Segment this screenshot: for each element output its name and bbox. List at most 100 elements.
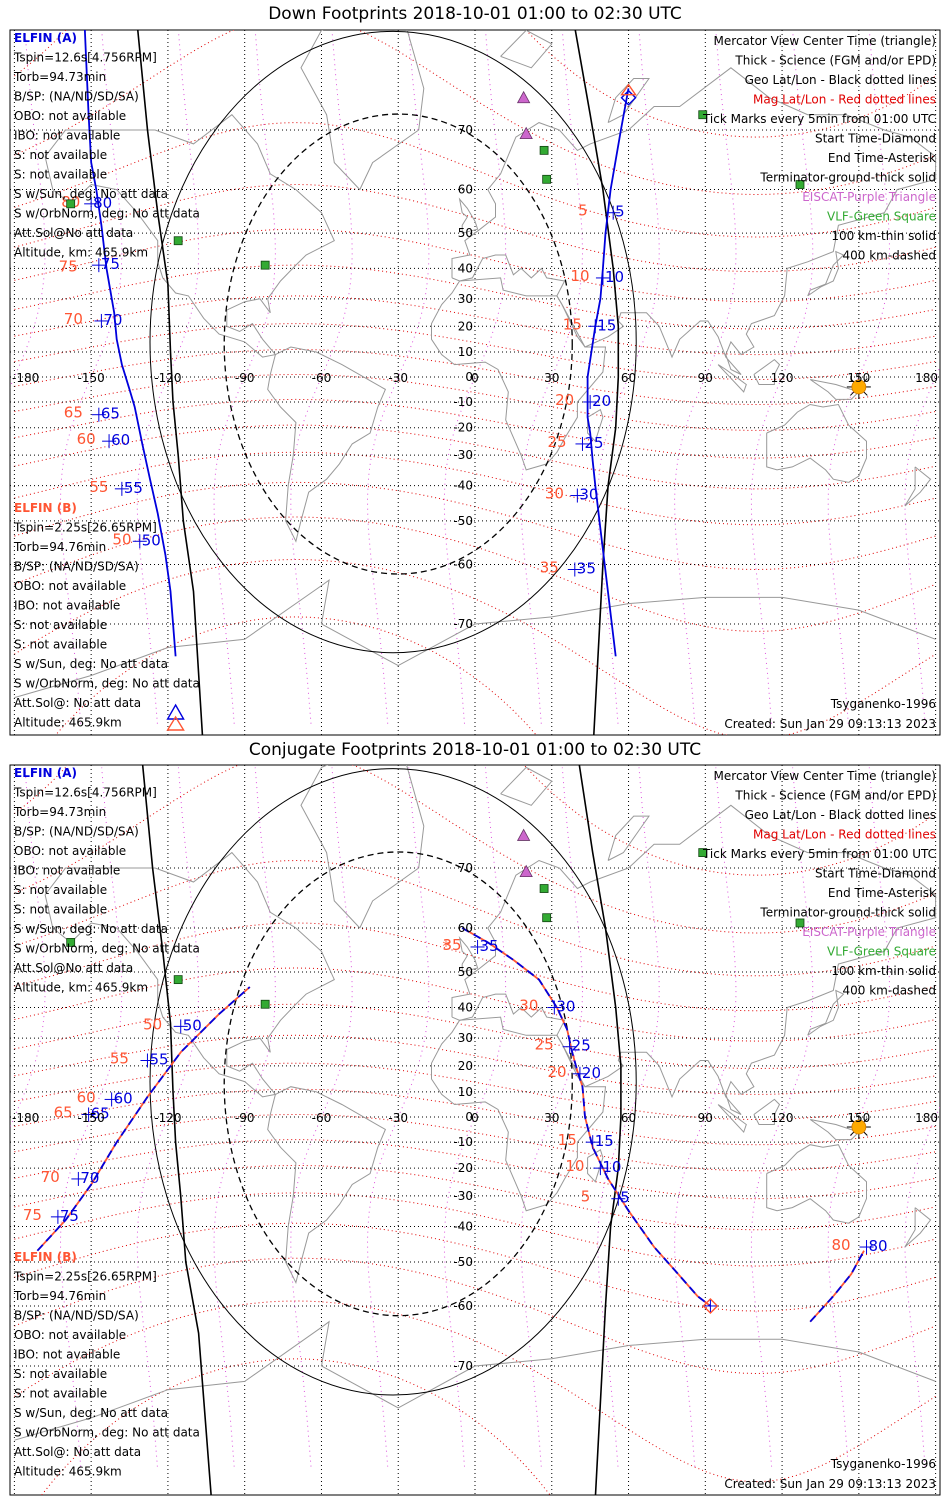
coastline	[753, 1098, 781, 1125]
lat-tick-label: 50	[458, 226, 473, 240]
elfin-b-info-line: Altitude: 465.9km	[14, 716, 122, 730]
lon-tick-label: -60	[312, 371, 332, 385]
vlf-square-icon	[795, 918, 805, 928]
mag-lon-line	[213, 30, 276, 724]
elfin-b-info-line: S: not available	[14, 1367, 107, 1381]
lat-tick-label: -70	[453, 1359, 473, 1373]
elfin-a-tick-label: 60	[111, 431, 130, 449]
vlf-square-icon	[542, 913, 552, 923]
sun-icon	[851, 1119, 867, 1135]
coastline	[607, 78, 650, 124]
lat-tick-label: 10	[458, 1085, 473, 1099]
elfin-b-info-line: B/SP: (NA/ND/SD/SA)	[14, 560, 139, 574]
lon-tick-label: 60	[621, 1111, 636, 1125]
range-100km-line	[149, 768, 637, 1396]
lat-tick-label: 30	[458, 1031, 473, 1045]
vlf-square-icon	[539, 145, 549, 155]
end-asterisk-icon: *	[443, 939, 450, 955]
lat-tick-label: -40	[453, 479, 473, 493]
lat-tick-label: 30	[458, 292, 473, 306]
legend-item: EISCAT-Purple Triangle	[802, 190, 936, 204]
vlf-square-icon	[698, 848, 708, 858]
lon-tick-label: -150	[78, 371, 105, 385]
mag-lon-line	[443, 30, 507, 724]
lon-tick-label: 180	[915, 371, 938, 385]
coastline	[717, 364, 747, 393]
coastline	[587, 408, 604, 443]
elfin-a-info-line: IBO: not available	[14, 864, 120, 878]
legend-item: Geo Lat/Lon - Black dotted lines	[745, 73, 936, 87]
elfin-b-info: ELFIN (B) Tspin=2.25s[26.65RPM] Torb=94.76…	[13, 501, 200, 730]
elfin-a-tick-label: 70	[103, 311, 122, 329]
mag-lat-line	[14, 1113, 936, 1172]
elfin-a-info-line: B/SP: (NA/ND/SD/SA)	[14, 825, 139, 839]
terminator-line	[136, 30, 204, 735]
lat-tick-label: -70	[453, 617, 473, 631]
mag-lat-line	[14, 1222, 936, 1312]
lon-tick-label: 120	[771, 1111, 794, 1125]
elfin-a-tick-label: 30	[556, 998, 575, 1016]
coastline	[766, 403, 867, 483]
lat-tick-label: 60	[458, 921, 473, 935]
elfin-a-info-line: S w/OrbNorm, deg: No att data	[14, 207, 200, 221]
elfin-a-tick-label: 5	[615, 203, 625, 221]
mag-lon-line	[827, 30, 891, 724]
mercator-map: 3530252015105807570656055503530252015105…	[9, 764, 941, 1496]
coastline	[451, 67, 937, 375]
elfin-b-info-line: Torb=94.76min	[13, 1289, 106, 1303]
mag-lon-line	[904, 365, 940, 724]
elfin-a-tick-label: 55	[124, 479, 143, 497]
elfin-a-info-line: IBO: not available	[14, 129, 120, 143]
elfin-b-info-line: B/SP: (NA/ND/SD/SA)	[14, 1309, 139, 1323]
mag-lon-line	[366, 30, 430, 724]
elfin-b-tick-label: 15	[563, 315, 582, 333]
coastline	[500, 30, 553, 69]
elfin-b-info-line: IBO: not available	[14, 1348, 120, 1362]
coastline	[587, 1149, 604, 1183]
lat-tick-label: 70	[458, 123, 473, 137]
elfin-b-info-line: Tspin=2.25s[26.65RPM]	[13, 1270, 157, 1284]
legend-item: 100 km-thin solid	[831, 964, 936, 978]
elfin-a-info-line: S: not available	[14, 148, 107, 162]
elfin-a-info-line: Att.Sol@No att data	[14, 961, 133, 975]
start-diamond-icon	[702, 1297, 719, 1314]
map-content: 8580757065605550510152025303585807570656…	[10, 30, 940, 735]
terminator-line	[141, 765, 212, 1495]
center-triangle-icon	[166, 715, 185, 731]
lat-tick-label: -10	[453, 395, 473, 409]
elfin-b-tick-label: 30	[545, 485, 564, 503]
lat-tick-label: -60	[453, 557, 473, 571]
lat-tick-label: 70	[458, 861, 473, 875]
lon-tick-label: -60	[312, 1111, 332, 1125]
mag-lat-line	[14, 859, 936, 977]
elfin-b-tick-label: 35	[443, 936, 462, 954]
legend-item: Start Time-Diamond	[815, 867, 936, 881]
elfin-a-tick-label: 70	[80, 1169, 99, 1187]
elfin-a-tick-label: 15	[595, 1132, 614, 1150]
vlf-square-icon	[539, 884, 549, 893]
elfin-b-tick-label: 30	[519, 997, 538, 1015]
elfin-a-tick-label: 30	[579, 486, 598, 504]
vlf-square-icon	[542, 174, 552, 184]
coastline	[766, 1144, 867, 1224]
elfin-b-info-line: S w/OrbNorm, deg: No att data	[14, 1426, 200, 1440]
elfin-a-info-line: B/SP: (NA/ND/SD/SA)	[14, 90, 139, 104]
coastline	[607, 815, 650, 861]
vlf-square-icon	[173, 975, 183, 985]
legend-item: Start Time-Diamond	[815, 132, 936, 146]
lon-tick-label: 90	[698, 1111, 713, 1125]
lat-tick-label: 0	[465, 1110, 473, 1124]
panel-title: Conjugate Footprints 2018-10-01 01:00 to…	[248, 740, 702, 760]
mag-lat-line	[14, 228, 936, 303]
coastline	[44, 114, 335, 358]
elfin-a-track	[809, 1250, 865, 1323]
elfin-b-name: ELFIN (B)	[14, 501, 77, 515]
elfin-a-name: ELFIN (A)	[14, 766, 77, 780]
legend-item: Geo Lat/Lon - Black dotted lines	[745, 808, 936, 822]
elfin-b-tick-label: 10	[570, 267, 589, 285]
elfin-a-info-line: S: not available	[14, 168, 107, 182]
elfin-b-tick-label: 75	[23, 1206, 42, 1224]
elfin-b-info-line: OBO: not available	[14, 579, 126, 593]
terminator-line	[578, 765, 622, 1495]
mag-lat-line	[14, 348, 936, 406]
